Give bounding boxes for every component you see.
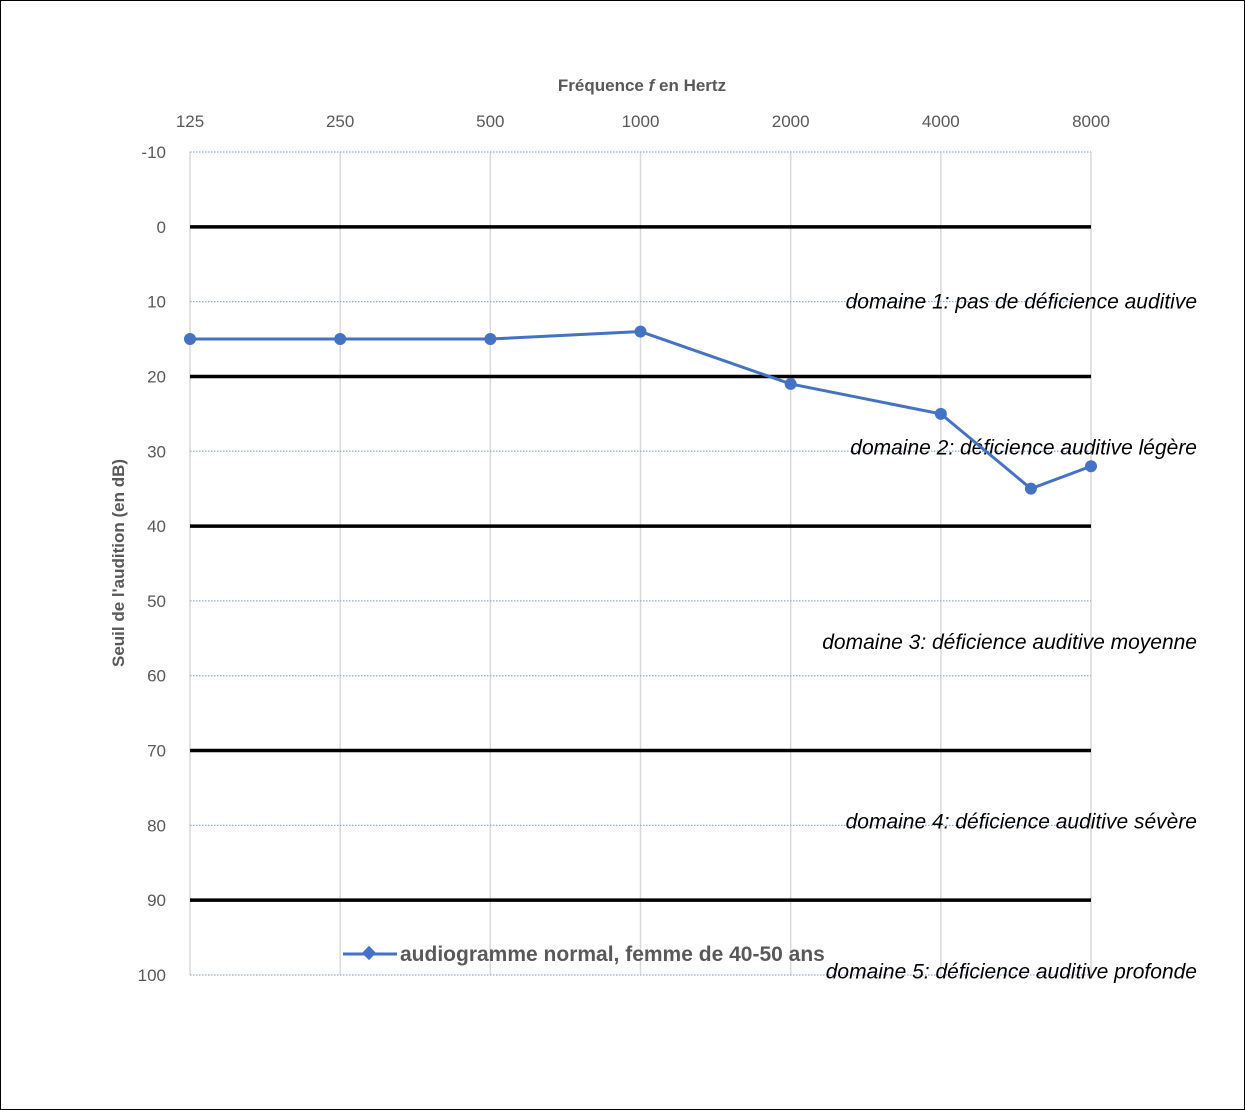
data-point: [934, 407, 947, 420]
band-label: domaine 2: déficience auditive légère: [850, 437, 1197, 460]
data-point: [634, 325, 647, 338]
x-tick-label: 250: [326, 112, 354, 131]
y-tick-label: 40: [147, 517, 166, 536]
y-tick-label: 80: [147, 816, 166, 835]
y-axis-ticks: -10 0 10 20 30 40 50 60 70 80 90 100: [138, 143, 166, 985]
x-tick-label: 500: [476, 112, 504, 131]
legend-marker-swatch: [361, 945, 377, 961]
band-label: domaine 1: pas de déficience auditive: [846, 291, 1197, 314]
data-point: [484, 333, 497, 346]
legend-label: audiogramme normal, femme de 40-50 ans: [400, 943, 825, 966]
y-tick-label: 70: [147, 742, 166, 761]
y-tick-label: 90: [147, 891, 166, 910]
y-tick-label: 100: [138, 966, 166, 985]
x-tick-label: 8000: [1072, 112, 1110, 131]
y-tick-label: 10: [147, 293, 166, 312]
x-tick-label: 2000: [772, 112, 810, 131]
data-point: [334, 333, 347, 346]
band-labels: domaine 1: pas de déficience auditive dom…: [822, 291, 1197, 984]
grid-layer: [189, 151, 1092, 976]
y-tick-label: 20: [147, 367, 166, 386]
series-layer: [184, 325, 1097, 495]
data-point: [1085, 460, 1097, 473]
data-point: [784, 377, 797, 390]
y-tick-label: -10: [141, 143, 166, 162]
x-tick-label: 1000: [622, 112, 660, 131]
x-axis-ticks: 125 250 500 1000 2000 4000 8000: [176, 112, 1110, 131]
x-tick-label: 4000: [922, 112, 960, 131]
band-label: domaine 3: déficience auditive moyenne: [822, 631, 1197, 654]
x-tick-label: 125: [176, 112, 204, 131]
legend: audiogramme normal, femme de 40-50 ans: [343, 943, 825, 966]
threshold-lines: [190, 225, 1091, 902]
y-axis-title: Seuil de l'audition (en dB): [109, 459, 128, 667]
y-tick-label: 0: [157, 218, 166, 237]
series-line: [190, 330, 1092, 491]
data-point: [1024, 482, 1037, 495]
x-axis-title: Fréquence f en Hertz: [558, 76, 726, 95]
y-tick-label: 60: [147, 667, 166, 686]
y-tick-label: 50: [147, 592, 166, 611]
y-tick-label: 30: [147, 442, 166, 461]
band-label: domaine 4: déficience auditive sévère: [846, 811, 1197, 834]
data-point: [184, 333, 196, 346]
band-label: domaine 5: déficience auditive profonde: [826, 960, 1197, 983]
